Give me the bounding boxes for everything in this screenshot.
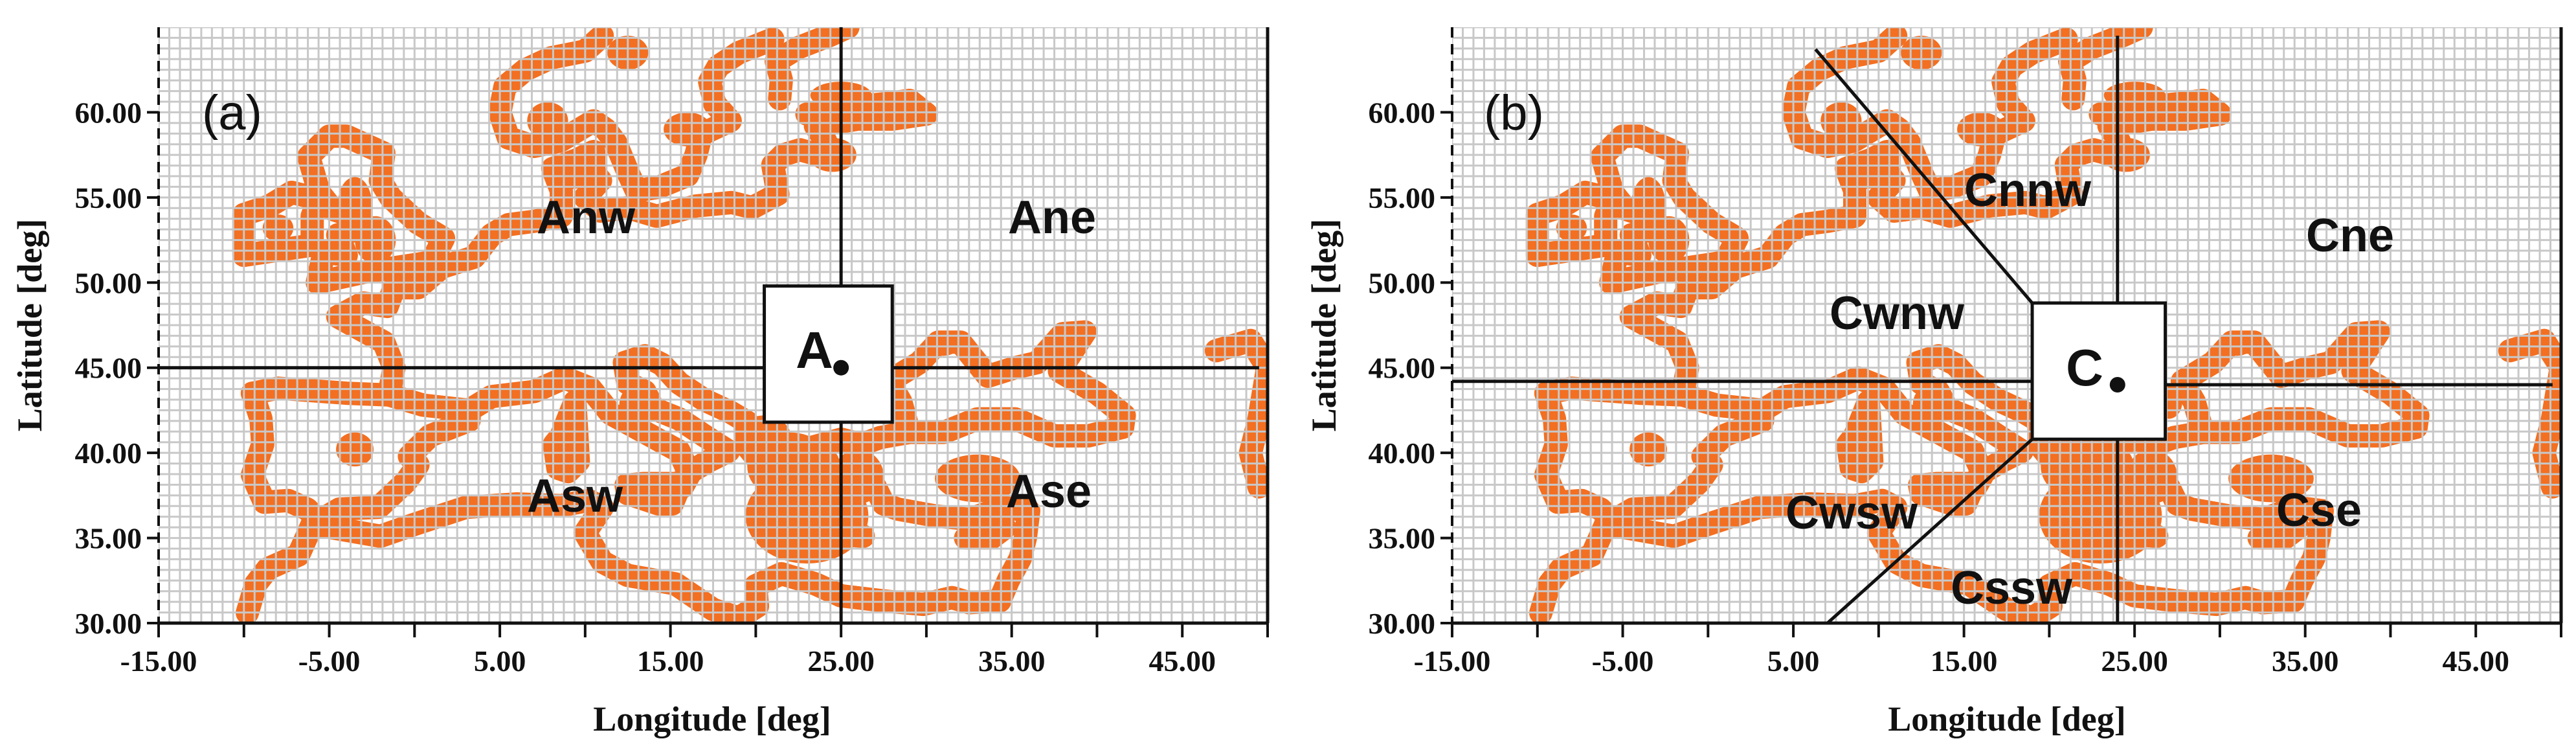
y-tick-label: 30.00 <box>75 607 142 640</box>
y-tick-label: 30.00 <box>1369 607 1436 640</box>
y-tick-label: 55.00 <box>75 181 142 214</box>
axes-b: -15.00 -5.00 5.00 15.00 25.00 35.00 45.00 30.00… <box>1369 27 2563 678</box>
panel-label-b: (b) <box>1484 85 1544 141</box>
land-trace <box>2143 453 2334 613</box>
x-tick-label: -15.00 <box>1414 644 1491 678</box>
x-tick-label: 15.00 <box>637 644 704 678</box>
land-trace <box>497 27 785 203</box>
sector-dividers-a <box>159 27 1259 623</box>
center-point-label-b: C <box>2066 339 2103 396</box>
region-label-ane: Ane <box>1008 192 1096 244</box>
land-trace <box>954 516 1017 550</box>
region-label-ase: Ase <box>1006 466 1092 518</box>
land-blob <box>1957 112 2005 146</box>
land-trace <box>849 453 1040 613</box>
land-trace <box>614 472 693 516</box>
region-label-cwsw: Cwsw <box>1786 487 1918 539</box>
land-blob <box>1851 158 1883 189</box>
divider-northwest <box>1814 48 2033 304</box>
x-tick-label: 35.00 <box>2272 644 2339 678</box>
region-label-cse: Cse <box>2276 484 2362 536</box>
axes-a: -15.00 -5.00 5.00 15.00 25.00 35.00 45.00 30.00… <box>75 27 1270 678</box>
y-tick-label: 35.00 <box>1369 522 1436 555</box>
y-tick-label: 35.00 <box>75 522 142 555</box>
x-tick-label: 15.00 <box>1931 644 1998 678</box>
x-axis-title-a: Longitude [deg] <box>593 700 831 738</box>
region-label-anw: Anw <box>537 192 636 244</box>
y-tick-label: 55.00 <box>1369 181 1436 214</box>
land-blob <box>336 432 374 467</box>
x-tick-label: 45.00 <box>1148 644 1216 678</box>
region-label-cne: Cne <box>2306 210 2394 262</box>
land-blob <box>1630 432 1668 467</box>
x-tick-label: 45.00 <box>2442 644 2509 678</box>
center-point-label-a: A <box>796 321 833 379</box>
center-box-b <box>2030 301 2167 441</box>
land-blob <box>935 454 1020 503</box>
sector-dividers-b <box>1452 36 2553 624</box>
land-mask-b <box>1452 27 2561 623</box>
center-point-b <box>2109 377 2125 393</box>
y-tick-label: 50.00 <box>75 266 142 299</box>
y-tick-label: 45.00 <box>1369 352 1436 385</box>
region-label-cwnw: Cwnw <box>1830 288 1965 339</box>
panel-b: -15.00 -5.00 5.00 15.00 25.00 35.00 45.00 30.00… <box>1305 27 2563 738</box>
x-tick-label: -5.00 <box>298 644 361 678</box>
y-axis-title-b: Latitude [deg] <box>1305 219 1343 431</box>
land-trace <box>236 512 324 623</box>
y-tick-label: 45.00 <box>75 352 142 385</box>
x-tick-label: 35.00 <box>978 644 1046 678</box>
y-tick-label: 60.00 <box>75 96 142 129</box>
x-tick-label: -15.00 <box>120 644 197 678</box>
y-axis-title-a: Latitude [deg] <box>10 219 49 431</box>
land-trace <box>1204 328 1268 499</box>
region-label-asw: Asw <box>527 470 623 522</box>
panel-label-a: (a) <box>202 85 262 141</box>
x-tick-label: 5.00 <box>1767 644 1820 678</box>
y-tick-label: 50.00 <box>1369 266 1436 299</box>
land-blob <box>2228 454 2314 503</box>
divider-southwest <box>1826 438 2033 624</box>
y-tick-label: 60.00 <box>1369 96 1436 129</box>
y-tick-label: 40.00 <box>1369 437 1436 470</box>
region-label-cnnw: Cnnw <box>1964 165 2092 216</box>
x-axis-title-b: Longitude [deg] <box>1888 700 2126 738</box>
x-tick-label: -5.00 <box>1592 644 1654 678</box>
x-tick-label: 5.00 <box>474 644 526 678</box>
land-blob <box>557 158 589 189</box>
region-label-cssw: Cssw <box>1951 562 2073 614</box>
x-tick-label: 25.00 <box>807 644 875 678</box>
center-point-a <box>833 359 849 376</box>
center-box-a <box>763 284 894 424</box>
land-trace <box>2498 328 2561 499</box>
land-trace <box>1529 512 1618 623</box>
panel-a: -15.00 -5.00 5.00 15.00 25.00 35.00 45.00 30.00… <box>10 27 1270 738</box>
y-tick-label: 40.00 <box>75 437 142 470</box>
x-tick-label: 25.00 <box>2101 644 2168 678</box>
land-blob <box>664 112 711 146</box>
